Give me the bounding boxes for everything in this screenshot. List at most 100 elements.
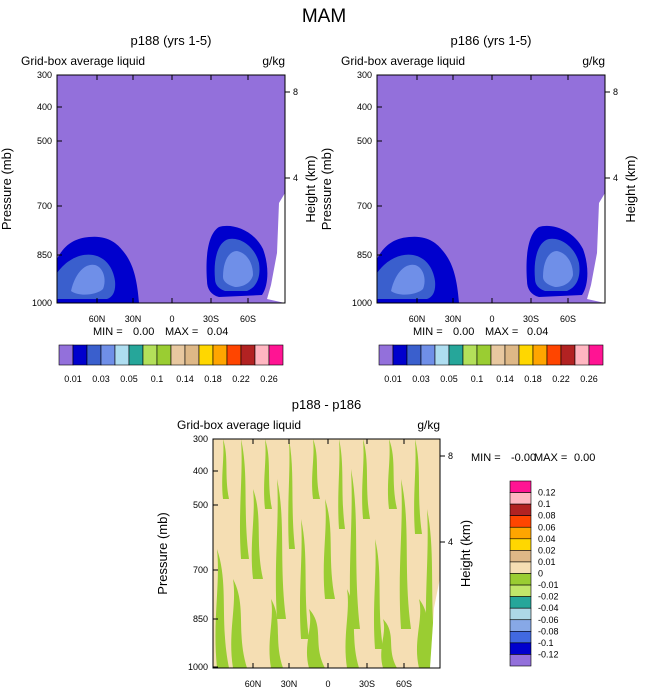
missing-data-region — [430, 578, 440, 668]
units-label: g/kg — [262, 54, 285, 68]
contour-region — [425, 509, 436, 659]
colorbar-label: -0.08 — [538, 626, 559, 636]
y-tick-label: 1000 — [352, 298, 372, 308]
colorbar-label: 0.03 — [412, 374, 430, 384]
y-tick-label: 300 — [357, 70, 372, 80]
colorbar-swatch — [509, 561, 532, 574]
colorbar-swatch — [226, 344, 242, 366]
contour-region — [345, 589, 359, 668]
colorbar-swatch — [142, 344, 158, 366]
contour-region — [231, 579, 247, 668]
y-right-tick-label: 4 — [613, 173, 618, 183]
x-tick-label: 60S — [560, 314, 576, 324]
contour-region — [373, 539, 383, 649]
min-label: MIN = — [413, 326, 443, 338]
colorbar-swatch — [509, 480, 532, 493]
colorbar-label: 0.01 — [64, 374, 82, 384]
colorbar-swatch — [378, 344, 394, 366]
colorbar-label: 0.01 — [384, 374, 402, 384]
left-label: Grid-box average liquid — [341, 54, 465, 68]
colorbar-swatch — [128, 344, 144, 366]
max-value: 0.00 — [574, 452, 595, 464]
colorbar-swatch — [504, 344, 520, 366]
colorbar-label: -0.1 — [538, 638, 554, 648]
plot-area — [377, 75, 605, 303]
max-label: MAX = — [485, 326, 518, 338]
colorbar-swatch — [532, 344, 548, 366]
y-tick-label: 300 — [193, 434, 208, 444]
contour-region — [251, 489, 263, 579]
y-right-tick-label: 8 — [448, 451, 453, 461]
colorbar-swatch — [509, 642, 532, 655]
colorbar-swatch — [509, 596, 532, 609]
x-tick-label: 30N — [445, 314, 462, 324]
left-label: Grid-box average liquid — [177, 418, 301, 432]
colorbar-swatch — [86, 344, 102, 366]
units-label: g/kg — [417, 418, 440, 432]
y-tick-label: 1000 — [188, 662, 208, 672]
contour-region — [399, 479, 411, 629]
plot-area — [57, 75, 285, 303]
colorbar-swatch — [509, 607, 532, 621]
colorbar-swatch — [156, 344, 172, 366]
min-label: MIN = — [471, 452, 501, 464]
colorbar-label: 0.1 — [538, 499, 551, 509]
contour-region — [215, 549, 229, 668]
colorbar-swatch — [509, 584, 532, 597]
colorbar-swatch — [546, 344, 562, 366]
y-tick-label: 400 — [37, 102, 52, 112]
colorbar-label: 0.22 — [552, 374, 570, 384]
min-value: 0.00 — [133, 326, 154, 338]
y-axis-label: Pressure (mb) — [155, 512, 170, 594]
colorbar-swatch — [574, 344, 590, 366]
y-tick-label: 1000 — [32, 298, 52, 308]
colorbar-label: 0.06 — [538, 522, 556, 532]
x-tick-label: 30S — [523, 314, 539, 324]
colorbar-swatch — [518, 344, 534, 366]
max-value: 0.04 — [207, 326, 228, 338]
x-tick-label: 60S — [396, 679, 412, 689]
panel-title: p186 (yrs 1-5) — [451, 33, 532, 48]
colorbar-label: 0.1 — [471, 374, 484, 384]
y-tick-label: 500 — [357, 136, 372, 146]
x-tick-label: 60N — [409, 314, 426, 324]
colorbar-swatch — [406, 344, 422, 366]
x-tick-label: 0 — [169, 314, 174, 324]
colorbar-label: 0.26 — [260, 374, 278, 384]
y-tick-label: 300 — [37, 70, 52, 80]
panel-1: p188 (yrs 1-5) Grid-box average liquid g/k… — [0, 33, 318, 384]
y-right-axis-label: Height (km) — [458, 520, 473, 587]
colorbar-swatch — [184, 344, 200, 366]
y-right-axis-label: Height (km) — [623, 155, 638, 222]
colorbar-swatch — [509, 515, 532, 528]
max-value: 0.04 — [527, 326, 548, 338]
y-axis-label: Pressure (mb) — [0, 148, 14, 230]
y-right-tick-label: 4 — [293, 173, 298, 183]
y-tick-label: 500 — [193, 500, 208, 510]
y-tick-label: 850 — [193, 614, 208, 624]
colorbar-label: 0.18 — [524, 374, 542, 384]
colorbar-label: 0.14 — [176, 374, 194, 384]
x-tick-label: 60S — [240, 314, 256, 324]
y-right-tick-label: 8 — [293, 87, 298, 97]
contour-region — [275, 479, 286, 619]
colorbar-label: -0.06 — [538, 615, 559, 625]
y-right-tick-label: 8 — [613, 87, 618, 97]
colorbar-swatch — [509, 573, 532, 586]
colorbar-swatch — [392, 344, 408, 366]
contour-region — [323, 499, 335, 599]
x-tick-label: 30N — [125, 314, 142, 324]
colorbar-label: 0.1 — [151, 374, 164, 384]
panel-2: p186 (yrs 1-5) Grid-box average liquid g/k… — [319, 33, 638, 384]
colorbar-swatch — [588, 344, 604, 366]
colorbar-swatch — [420, 344, 436, 366]
min-value: 0.00 — [453, 326, 474, 338]
y-tick-label: 700 — [37, 201, 52, 211]
contour-region — [239, 439, 249, 559]
colorbar-swatch — [476, 344, 492, 366]
colorbar-swatch — [254, 344, 270, 366]
contour-region — [414, 439, 422, 534]
x-tick-label: 30S — [203, 314, 219, 324]
colorbar-label: -0.02 — [538, 592, 559, 602]
